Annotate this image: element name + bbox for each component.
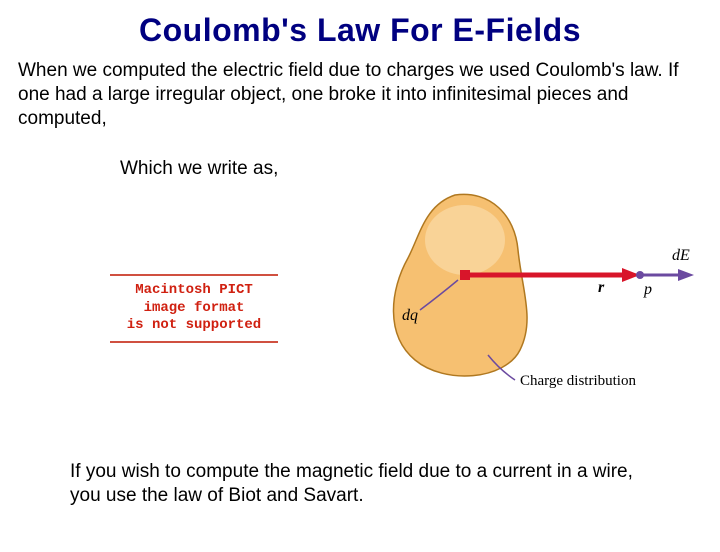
pict-error-box: Macintosh PICT image format is not suppo… (110, 274, 278, 343)
de-vector-head (678, 269, 694, 281)
r-label: r (598, 279, 605, 296)
closing-paragraph: If you wish to compute the magnetic fiel… (70, 460, 650, 508)
intro-paragraph: When we computed the electric field due … (18, 59, 702, 130)
subline-text: Which we write as, (120, 158, 720, 180)
pict-line-2: image format (114, 300, 274, 318)
charge-distribution-figure: r p dE dq Charge distribution (360, 180, 700, 390)
blob-highlight (425, 205, 505, 275)
p-label: p (643, 281, 652, 298)
page-title: Coulomb's Law For E-Fields (0, 12, 720, 49)
pict-line-1: Macintosh PICT (114, 282, 274, 300)
dq-label: dq (402, 307, 418, 324)
caption-text: Charge distribution (520, 373, 636, 389)
pict-line-3: is not supported (114, 317, 274, 335)
de-label: dE (672, 247, 690, 264)
dq-point (460, 270, 470, 280)
